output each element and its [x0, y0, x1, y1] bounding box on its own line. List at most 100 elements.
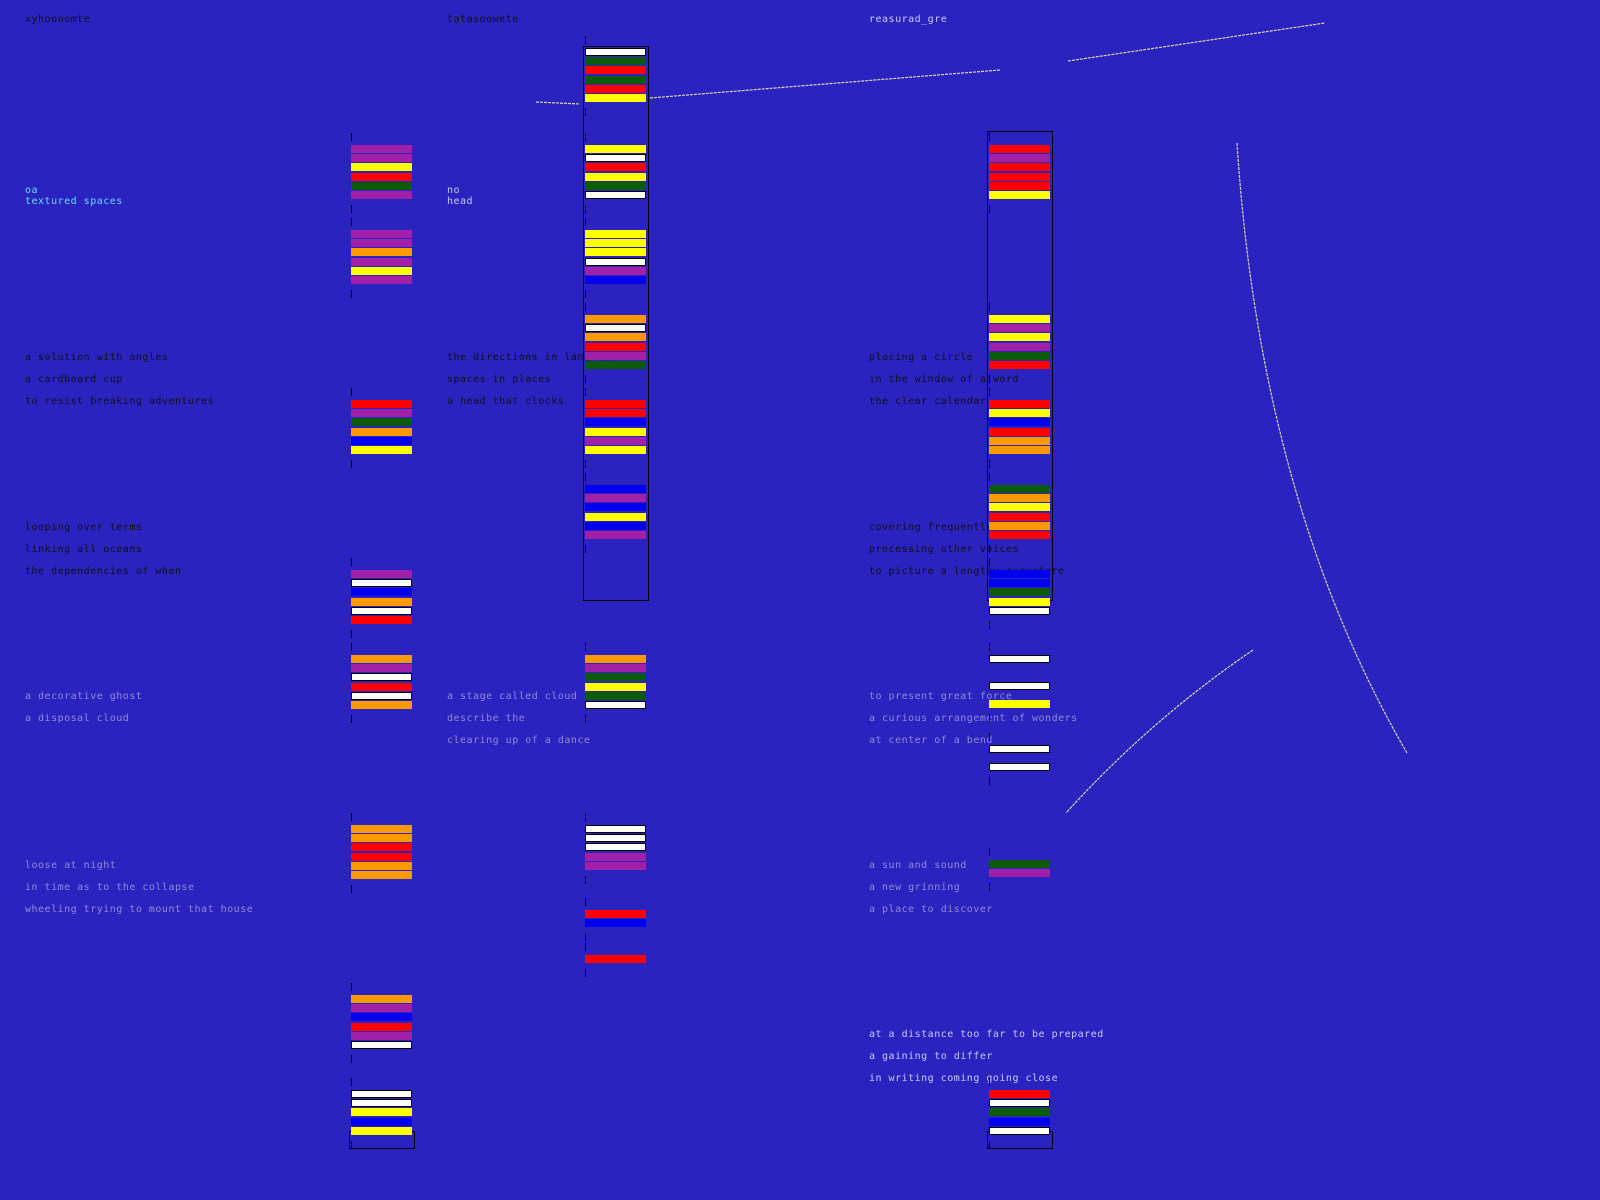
column-3-stanza-3-line-1: to present great force — [869, 691, 1013, 702]
bar-blue — [989, 579, 1050, 588]
bar-purple — [351, 664, 412, 673]
group-tick — [585, 133, 586, 141]
group-tick — [989, 205, 990, 213]
bar-red — [585, 910, 646, 918]
column-1-stanza-1-line-3: to resist breaking adventures — [25, 396, 215, 407]
bar-purple — [585, 266, 646, 275]
column-1-stanza-3-line-1: a decorative ghost — [25, 691, 143, 702]
bar-white — [585, 257, 646, 266]
bar-blue — [585, 276, 646, 284]
bar-white — [989, 655, 1050, 663]
bar-red — [989, 361, 1050, 369]
bar-orange — [351, 701, 412, 709]
bar-yellow — [989, 503, 1050, 512]
group-tick — [351, 460, 352, 468]
group-tick — [585, 898, 586, 906]
column-1-stanza-2-line-3: the dependencies of when — [25, 566, 182, 577]
column-1-stanza-4-line-3: wheeling trying to mount that house — [25, 904, 254, 915]
bar-red — [351, 400, 412, 408]
column-3-stanza-3-line-2: a curious arrangement of wonders — [869, 713, 1078, 724]
bar-blue — [351, 436, 412, 445]
group-tick — [585, 303, 586, 311]
bar-yellow — [585, 230, 646, 238]
bar-blue — [989, 418, 1050, 427]
bar-white — [585, 843, 646, 852]
column-3-stanza-1-line-3: the clear calendar — [869, 396, 987, 407]
group-tick — [351, 715, 352, 723]
bar-red — [351, 1022, 412, 1031]
bar-purple — [351, 154, 412, 163]
bar-purple — [351, 1031, 412, 1040]
bar-yellow — [351, 1108, 412, 1117]
bar-red — [989, 1090, 1050, 1098]
bar-green — [585, 361, 646, 369]
bar-yellow — [351, 266, 412, 275]
bar-purple — [585, 531, 646, 539]
bar-red — [585, 84, 646, 93]
group-tick — [989, 388, 990, 396]
column-3-stanza-5-line-2: a gaining to differ — [869, 1051, 993, 1062]
column-1-note-1: oa — [25, 185, 39, 196]
bar-purple — [351, 191, 412, 199]
bar-white — [351, 673, 412, 682]
bar-yellow — [585, 239, 646, 248]
group-tick — [351, 813, 352, 821]
group-tick — [989, 733, 990, 741]
group-tick — [989, 883, 990, 891]
bar-red — [989, 145, 1050, 153]
bar-red — [351, 852, 412, 861]
bar-orange — [351, 871, 412, 879]
bar-orange — [351, 597, 412, 606]
group-tick — [585, 290, 586, 298]
bar-red — [585, 955, 646, 963]
column-1-stanza-4-line-1: loose at night — [25, 860, 117, 871]
bar-blue — [585, 919, 646, 928]
bar-purple — [989, 154, 1050, 163]
bar-orange — [351, 834, 412, 843]
group-tick — [989, 473, 990, 481]
column-3-title: reasurad_gre — [869, 14, 948, 25]
bar-purple — [989, 342, 1050, 351]
bar-white — [989, 606, 1050, 615]
bar-yellow — [585, 145, 646, 153]
bar-yellow — [351, 1126, 412, 1135]
column-1-stanza-1-line-1: a solution with angles — [25, 352, 169, 363]
bar-yellow — [585, 248, 646, 257]
bar-green — [585, 691, 646, 700]
group-tick — [989, 558, 990, 566]
column-3-stanza-4-line-2: a new grinning — [869, 882, 961, 893]
bar-green — [351, 181, 412, 190]
bar-yellow — [989, 333, 1050, 342]
bar-white — [585, 324, 646, 333]
bar-orange — [351, 427, 412, 436]
group-tick — [989, 643, 990, 651]
group-tick — [989, 303, 990, 311]
group-tick — [989, 1078, 990, 1086]
bar-blue — [585, 521, 646, 530]
bar-yellow — [585, 446, 646, 454]
column-2-stanza-2-line-3: clearing up of a dance — [447, 735, 591, 746]
group-tick — [351, 1078, 352, 1086]
bar-purple — [585, 494, 646, 503]
bar-orange — [351, 861, 412, 870]
bar-white — [989, 1126, 1050, 1135]
bar-white — [351, 1090, 412, 1098]
bar-purple — [351, 230, 412, 238]
group-tick — [585, 460, 586, 468]
bar-orange — [585, 333, 646, 342]
bar-yellow — [585, 94, 646, 102]
bar-purple — [989, 869, 1050, 877]
group-tick — [585, 108, 586, 116]
group-tick — [585, 218, 586, 226]
bar-green — [585, 181, 646, 190]
bar-orange — [989, 446, 1050, 454]
bar-green — [989, 588, 1050, 597]
bar-white — [989, 745, 1050, 753]
bar-orange — [989, 521, 1050, 530]
bar-purple — [585, 861, 646, 870]
bar-yellow — [989, 191, 1050, 199]
bar-orange — [351, 655, 412, 663]
bar-white — [585, 834, 646, 843]
group-tick — [989, 545, 990, 553]
bar-yellow — [585, 682, 646, 691]
